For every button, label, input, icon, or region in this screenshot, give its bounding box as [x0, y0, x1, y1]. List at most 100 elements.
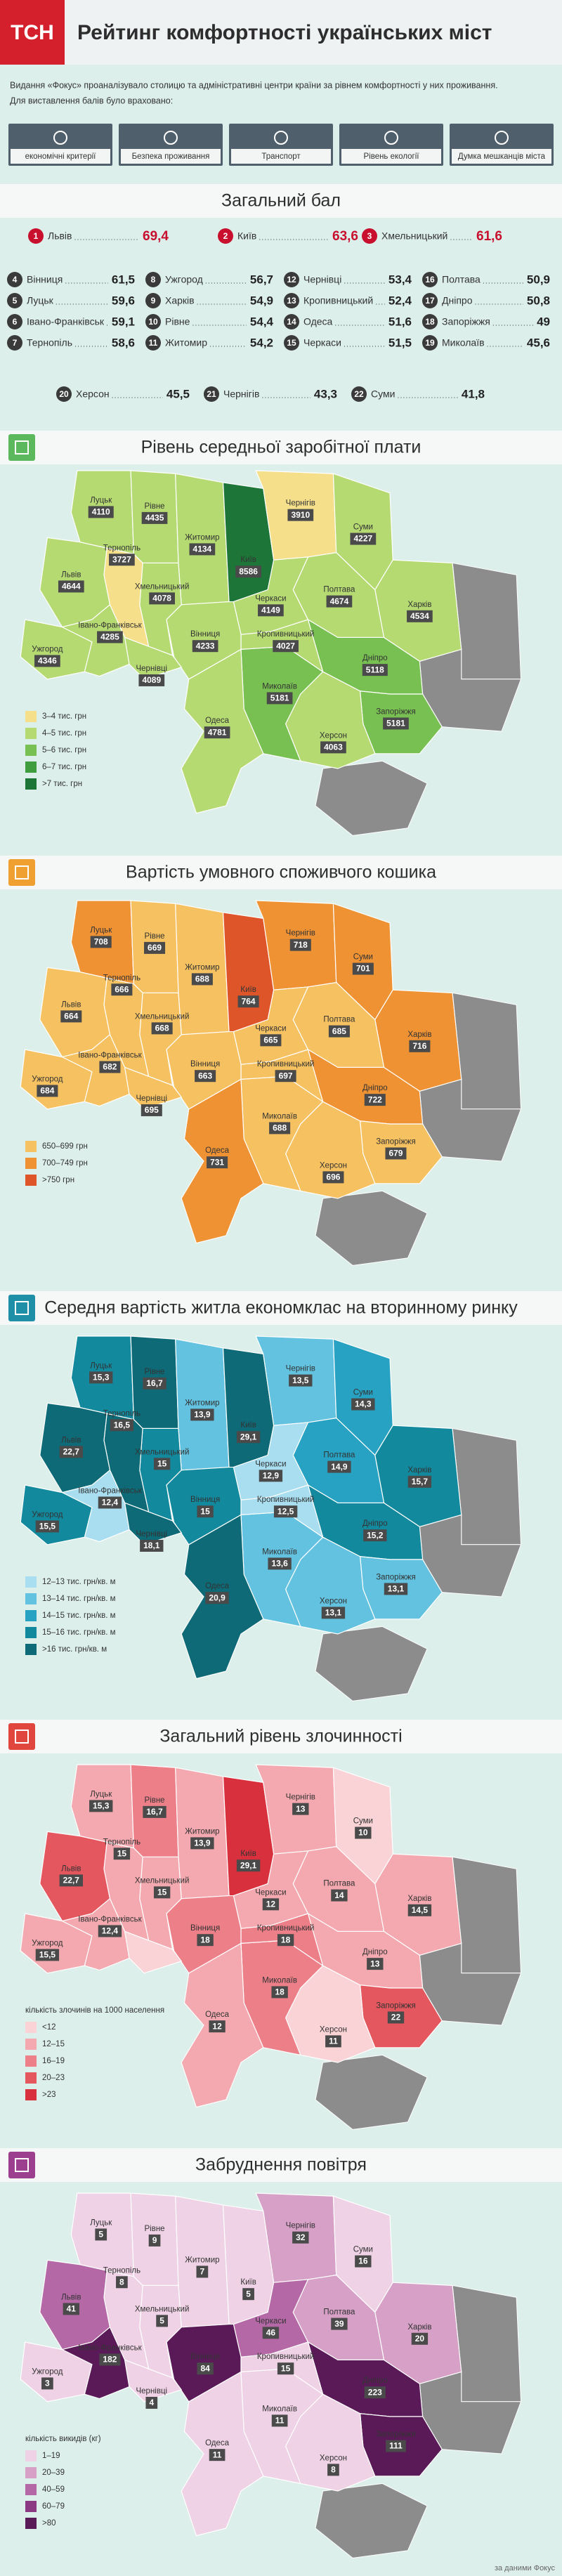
value-box: [143, 1377, 166, 1390]
section-icon-glyph: [15, 1730, 29, 1744]
legend-label: 650–699 грн: [42, 1142, 88, 1151]
city-value: 5181: [386, 719, 405, 728]
rank-score: 51,5: [388, 336, 412, 349]
rank-score: 50,8: [527, 294, 550, 307]
city-value: 4227: [353, 534, 372, 544]
rank-score: 54,2: [250, 336, 273, 349]
city-value: 4089: [142, 675, 161, 685]
legend-swatch: [25, 1644, 37, 1655]
page-title: Рейтинг комфортності українських міст: [77, 21, 492, 44]
intro-text: Видання «Фокус» проаналізувало столицю т…: [10, 80, 498, 90]
region: [124, 636, 183, 680]
occupied-region: [452, 992, 522, 1110]
value-box: [385, 1147, 407, 1160]
city-name: Херсон: [320, 1161, 347, 1170]
region: [124, 1930, 183, 1974]
value-box: [138, 674, 165, 686]
city-name: Дніпро: [362, 1948, 388, 1956]
legend-label: >23: [42, 2091, 56, 2099]
city-value: 4063: [324, 743, 343, 752]
value-box: [262, 2327, 280, 2339]
value-box: [367, 1958, 384, 1970]
city-name: Миколаїв: [262, 1112, 297, 1120]
section-icon: [8, 859, 35, 886]
value-box: [95, 2228, 107, 2241]
city-name: Чернівці: [136, 1094, 167, 1103]
city-value: 4534: [410, 611, 429, 621]
city-value: 12,4: [102, 1498, 119, 1508]
criterion-icon: [274, 131, 288, 145]
city-name: Тернопіль: [103, 544, 140, 552]
footer-source: за даними Фокус: [495, 2564, 556, 2572]
city-value: 15: [200, 1506, 210, 1516]
section-icon: [8, 434, 35, 461]
legend-label: 20–39: [42, 2469, 65, 2477]
criterion-label: Безпека проживання: [132, 152, 210, 161]
city-name: Миколаїв: [262, 682, 297, 691]
city-value: 20,9: [209, 1593, 226, 1602]
city-value: 685: [332, 1026, 346, 1036]
value-box: [327, 1460, 351, 1473]
rank-score: 58,6: [112, 336, 135, 349]
city-value: 15: [157, 1888, 167, 1897]
city-value: 13,9: [194, 1838, 211, 1848]
rank-score: 61,5: [112, 273, 135, 286]
section-title: Середня вартість житла економклас на вто…: [44, 1298, 518, 1318]
section-icon-glyph: [15, 865, 29, 880]
city-value: 5: [246, 2289, 251, 2299]
rank-number: 21: [207, 389, 216, 399]
criterion-strip: [231, 149, 331, 164]
value-box: [197, 1505, 214, 1518]
city-value: 18: [200, 1935, 210, 1944]
rank-badge: [7, 272, 22, 287]
legend-swatch: [25, 2039, 37, 2050]
section-title: Загальний рівень злочинності: [159, 1727, 402, 1746]
rank-score: 63,6: [332, 229, 358, 244]
logo: [0, 0, 65, 65]
value-box: [109, 554, 135, 566]
city-name: Вінниця: [190, 1924, 220, 1933]
rank-badge: [145, 293, 161, 308]
city-name: Ужгород: [32, 1075, 63, 1083]
city-name: Полтава: [323, 2308, 355, 2317]
value-box: [190, 1837, 214, 1850]
city-name: Житомир: [185, 533, 219, 542]
value-box: [277, 2362, 294, 2375]
city-value: 718: [294, 940, 308, 950]
city-name: Одеса: [205, 717, 230, 725]
rank-number: 1: [34, 231, 39, 241]
value-box: [387, 2011, 405, 2024]
city-value: 22,7: [63, 1876, 80, 1885]
city-name: Кропивницький: [257, 1496, 314, 1504]
rank-number: 3: [367, 231, 372, 241]
city-name: Суми: [353, 523, 373, 532]
city-name: Івано-Франківськ: [78, 1916, 142, 1924]
legend-label: 700–749 грн: [42, 1159, 88, 1168]
intro-text: Для виставлення балів було враховано:: [10, 96, 173, 105]
value-box: [262, 1898, 280, 1911]
legend-label: >7 тис. грн: [42, 780, 82, 788]
city-name: Хмельницький: [135, 582, 190, 591]
city-name: Миколаїв: [262, 2405, 297, 2413]
city-value: 12,4: [102, 1926, 119, 1936]
city-name: Дніпро: [362, 1519, 388, 1528]
city-name: Ужгород: [32, 2367, 63, 2376]
value-box: [292, 2231, 309, 2244]
city-name: Київ: [240, 1850, 256, 1858]
city-value: 7: [200, 2267, 205, 2277]
region: [124, 1066, 183, 1110]
value-box: [326, 595, 353, 608]
value-box: [190, 1408, 214, 1421]
legend-swatch: [25, 1627, 37, 1638]
city-value: 22: [391, 2013, 401, 2022]
value-box: [113, 1848, 131, 1860]
section-title: Вартість умовного споживчого кошика: [126, 863, 436, 882]
city-name: Вінниця: [190, 1496, 220, 1504]
rank-badge: [422, 314, 438, 329]
occupied-region: [452, 562, 522, 680]
value-box: [189, 543, 216, 556]
city-value: 4: [149, 2398, 154, 2407]
city-name: Чернігів: [286, 2222, 315, 2230]
legend-label: 1–19: [42, 2452, 60, 2460]
legend-label: 20–23: [42, 2074, 65, 2082]
